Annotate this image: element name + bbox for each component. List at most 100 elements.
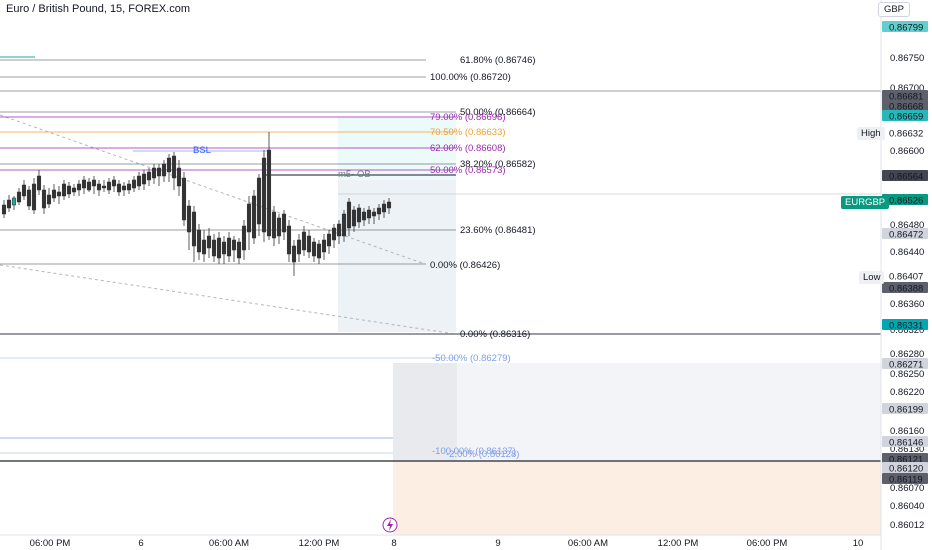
candle-body bbox=[266, 149, 272, 237]
symbol-badge: EURGBP bbox=[841, 196, 890, 209]
candle-body bbox=[261, 157, 267, 233]
price-tick: 0.86480 bbox=[890, 220, 924, 231]
price-label-bg bbox=[882, 90, 928, 101]
price-label: 0.86407 bbox=[889, 272, 923, 283]
candle-body bbox=[386, 201, 392, 209]
fib-level-label: -2.00% (0.86128) bbox=[446, 449, 519, 460]
candle-body bbox=[66, 185, 72, 195]
price-label: 0.86526 bbox=[889, 196, 923, 207]
candle-body bbox=[171, 155, 177, 179]
price-label-bg bbox=[882, 110, 928, 121]
fib-level-label: 79.00% (0.86698) bbox=[430, 112, 506, 123]
fib-level-label: 0.00% (0.86316) bbox=[460, 329, 530, 340]
price-label: 0.86146 bbox=[889, 438, 923, 449]
fib-level-label: -50.00% (0.86279) bbox=[432, 353, 511, 364]
time-axis[interactable]: 06:00 PM 6 06:00 AM 12:00 PM 8 9 06:00 AM 12:00… bbox=[30, 538, 864, 549]
low-label: Low bbox=[859, 271, 885, 284]
candle-body bbox=[371, 211, 377, 217]
candle-body bbox=[146, 171, 152, 181]
candle-body bbox=[156, 167, 162, 177]
high-label: High bbox=[857, 127, 885, 140]
candle-body bbox=[126, 183, 132, 191]
event-lightning-icon[interactable] bbox=[382, 517, 398, 533]
fib-labels: 61.80% (0.86746) 100.00% (0.86720) 50.00% … bbox=[430, 55, 536, 460]
candle-body bbox=[366, 209, 372, 219]
candle-body bbox=[136, 175, 142, 187]
price-label: 0.86119 bbox=[889, 475, 923, 486]
price-tick: 0.86600 bbox=[890, 146, 924, 157]
candle-body bbox=[151, 167, 157, 179]
candle-body bbox=[121, 185, 127, 191]
candle-body bbox=[351, 209, 357, 227]
candle-body bbox=[166, 157, 172, 173]
candle-body bbox=[336, 223, 342, 237]
candle-body bbox=[326, 233, 332, 247]
currency-button[interactable]: GBP bbox=[877, 2, 910, 17]
candle-body bbox=[246, 203, 252, 233]
candle-body bbox=[216, 237, 222, 259]
candle-body bbox=[186, 205, 192, 233]
candle-body bbox=[46, 194, 52, 205]
candle-body bbox=[31, 183, 37, 211]
price-label-bg bbox=[882, 127, 928, 138]
candle-body bbox=[236, 241, 242, 259]
candle-body bbox=[181, 177, 187, 221]
candle-body bbox=[341, 213, 347, 237]
candle-body bbox=[36, 175, 42, 191]
price-label-bg bbox=[882, 170, 928, 181]
price-tick: 0.86040 bbox=[890, 501, 924, 512]
candle-body bbox=[6, 199, 12, 209]
fib-level-label: 100.00% (0.86720) bbox=[430, 72, 511, 83]
time-tick: 06:00 AM bbox=[568, 538, 608, 549]
price-label-bg bbox=[882, 453, 928, 464]
candle-series[interactable] bbox=[1, 132, 392, 276]
price-label: 0.86121 bbox=[889, 455, 923, 466]
price-label: 0.86632 bbox=[889, 129, 923, 140]
price-label-bg bbox=[882, 21, 928, 32]
price-tick: 0.86700 bbox=[890, 83, 924, 94]
candle-body bbox=[176, 167, 182, 187]
candle-body bbox=[116, 183, 122, 193]
price-label: 0.86331 bbox=[889, 321, 923, 332]
price-label-bg bbox=[882, 473, 928, 484]
price-tick: 0.86440 bbox=[890, 247, 924, 258]
fib-level-label: 70.50% (0.86633) bbox=[430, 127, 506, 138]
candle-body bbox=[76, 183, 82, 191]
price-label: 0.86388 bbox=[889, 284, 923, 295]
candle-body bbox=[331, 227, 337, 241]
candle-body bbox=[226, 237, 232, 257]
candle-body bbox=[271, 211, 277, 239]
price-label-bg bbox=[882, 436, 928, 447]
price-tick: 0.86160 bbox=[890, 426, 924, 437]
candle-body bbox=[296, 239, 302, 255]
candle-body bbox=[221, 241, 227, 255]
candle-body bbox=[1, 204, 7, 215]
candle-body bbox=[16, 191, 22, 203]
ob-label: m5- OB bbox=[338, 169, 371, 180]
price-label-bg bbox=[882, 100, 928, 111]
candle-body bbox=[251, 195, 257, 239]
target-zone-upper bbox=[393, 363, 881, 461]
price-label: 0.86564 bbox=[889, 172, 923, 183]
time-tick: 8 bbox=[391, 538, 396, 549]
candle-body bbox=[291, 245, 297, 263]
trendline-lower[interactable] bbox=[0, 264, 456, 335]
price-label: 0.86120 bbox=[889, 464, 923, 475]
price-tick: 0.86012 bbox=[890, 520, 924, 531]
candle-body bbox=[241, 225, 247, 251]
price-label: 0.86472 bbox=[889, 230, 923, 241]
price-tick: 0.86130 bbox=[890, 444, 924, 455]
candle-body bbox=[26, 189, 32, 207]
symbol-title[interactable]: Euro / British Pound, 15, FOREX.com bbox=[6, 3, 191, 15]
time-tick: 12:00 PM bbox=[299, 538, 340, 549]
candle-body bbox=[306, 235, 312, 253]
price-label: 0.86799 bbox=[889, 23, 923, 34]
price-label-bg bbox=[882, 282, 928, 293]
time-tick: 9 bbox=[495, 538, 500, 549]
candle-body bbox=[361, 211, 367, 221]
time-tick: 06:00 PM bbox=[30, 538, 71, 549]
candle-body bbox=[141, 173, 147, 185]
time-tick: 6 bbox=[138, 538, 143, 549]
